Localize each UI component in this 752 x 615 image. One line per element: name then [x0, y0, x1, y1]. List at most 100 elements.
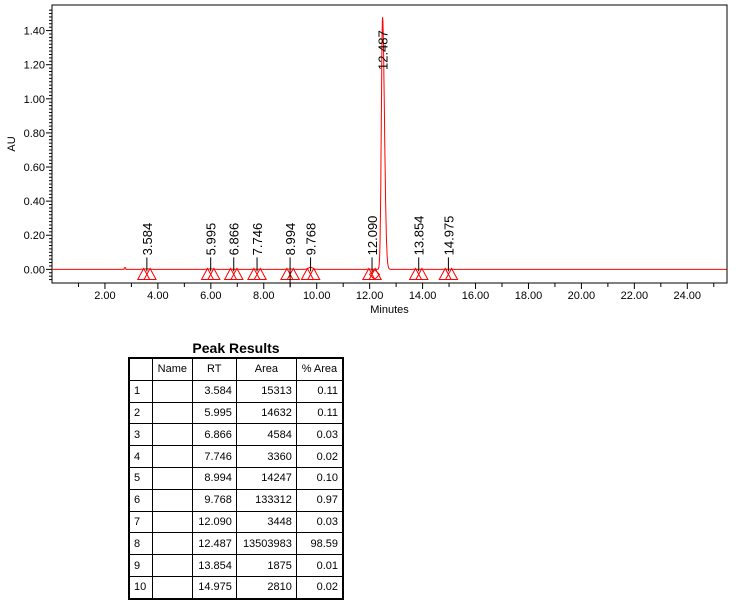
- peak-label: 13.854: [412, 216, 427, 256]
- x-tick-label: 14.00: [409, 290, 437, 302]
- peak-end-marker: [143, 267, 157, 280]
- x-tick-label: 8.00: [253, 290, 274, 302]
- table-header-row: Name RT Area% Area: [128, 357, 344, 381]
- table-cell: 3: [128, 423, 153, 447]
- table-cell: 0.10: [295, 466, 344, 490]
- table-cell: 1875: [235, 554, 297, 577]
- peak-start-marker: [200, 267, 215, 280]
- table-cell: 0.97: [295, 488, 344, 512]
- table-cell: [152, 423, 193, 447]
- column-header: Area: [235, 357, 297, 381]
- table-cell: 133312: [235, 488, 297, 512]
- table-cell: 15313: [235, 379, 297, 403]
- table-cell: 0.11: [295, 401, 344, 425]
- table-cell: 14632: [235, 401, 297, 425]
- table-cell: 2: [128, 401, 153, 425]
- table-cell: 5: [128, 466, 153, 490]
- y-tick-label: 0.00: [24, 264, 45, 276]
- x-tick-label: 22.00: [621, 290, 649, 302]
- table-cell: 98.59: [295, 532, 344, 556]
- table-cell: 3.584: [191, 379, 237, 403]
- table-cell: 3360: [235, 445, 297, 468]
- x-tick-label: 4.00: [147, 290, 168, 302]
- table-cell: 6.866: [191, 423, 237, 447]
- x-tick-label: 20.00: [568, 290, 596, 302]
- table-cell: 14.975: [191, 575, 237, 600]
- table-cell: 7.746: [191, 445, 237, 468]
- table-cell: 6: [128, 488, 153, 512]
- y-tick-label: 1.00: [24, 94, 45, 106]
- peak-label: 5.995: [204, 223, 219, 256]
- table-cell: [152, 445, 193, 468]
- peak-label: 8.994: [283, 223, 298, 256]
- table-cell: 2810: [235, 575, 297, 600]
- table-cell: 0.02: [295, 445, 344, 468]
- y-tick-label: 0.80: [24, 128, 45, 140]
- peak-start-marker: [280, 267, 294, 280]
- table-row: 5 8.994 14247 0.10: [128, 466, 344, 490]
- table-cell: 8: [128, 532, 153, 556]
- peak-label: 14.975: [441, 216, 456, 256]
- peak-end-marker: [207, 267, 221, 280]
- x-tick-label: 6.00: [200, 290, 221, 302]
- x-tick-label: 16.00: [462, 290, 490, 302]
- table-cell: 9.768: [191, 488, 237, 512]
- plot-frame: [51, 4, 728, 284]
- table-cell: 3448: [235, 510, 297, 534]
- y-tick-label: 0.40: [24, 196, 45, 208]
- table-title: Peak Results: [192, 340, 280, 356]
- column-header: % Area: [295, 357, 344, 381]
- table-cell: [152, 532, 193, 556]
- table-cell: [152, 379, 193, 403]
- table-cell: 13503983: [235, 532, 297, 556]
- table-cell: 8.994: [191, 466, 237, 490]
- peak-start-marker: [408, 267, 423, 280]
- peak-label: 12.487: [376, 30, 391, 70]
- table-cell: 0.03: [295, 423, 344, 447]
- table-row: 8 12.487 13503983 98.59: [128, 532, 344, 556]
- column-header: Name: [152, 357, 193, 381]
- table-cell: [152, 401, 193, 425]
- x-tick-label: 10.00: [303, 290, 331, 302]
- peak-label: 9.768: [304, 223, 319, 256]
- table-cell: 5.995: [191, 401, 237, 425]
- table-cell: 13.854: [191, 554, 237, 577]
- table-cell: 4: [128, 445, 153, 468]
- peak-start-marker: [136, 267, 151, 280]
- y-tick-label: 0.20: [24, 230, 45, 242]
- table-row: 3 6.866 4584 0.03: [128, 423, 344, 447]
- table-cell: 0.01: [295, 554, 344, 577]
- table-row: 2 5.995 14632 0.11: [128, 401, 344, 425]
- table-cell: 1: [128, 379, 153, 403]
- table-row: 10 14.975 2810 0.02: [128, 575, 344, 600]
- table-cell: 12.487: [191, 532, 237, 556]
- x-tick-label: 24.00: [674, 290, 702, 302]
- peak-end-marker: [230, 267, 244, 280]
- table-cell: 4584: [235, 423, 297, 447]
- table-cell: 0.11: [295, 379, 344, 403]
- table-row: 6 9.768 133312 0.97: [128, 488, 344, 512]
- table-cell: [152, 575, 193, 600]
- peak-end-marker: [306, 267, 321, 280]
- table-row: 4 7.746 3360 0.02: [128, 445, 344, 468]
- chromatogram-chart: 0.00 0.20 0.40 0.60 0.80 1.00 1.20 1.40 2.00 4.00…: [6, 4, 728, 316]
- table-cell: [152, 554, 193, 577]
- y-tick-label: 1.40: [24, 26, 45, 38]
- table-row: 7 12.090 3448 0.03: [128, 510, 344, 534]
- peak-label: 3.584: [140, 223, 155, 256]
- y-tick-label: 0.60: [24, 162, 45, 174]
- x-tick-label: 2.00: [94, 290, 115, 302]
- peak-start-marker: [300, 267, 315, 280]
- table-row: 9 13.854 1875 0.01: [128, 554, 344, 577]
- peak-start-marker: [223, 267, 238, 280]
- table-cell: 0.02: [295, 575, 344, 600]
- table-cell: [152, 488, 193, 512]
- column-header: [128, 357, 153, 381]
- y-tick-label: 1.20: [24, 60, 45, 72]
- x-axis-label: Minutes: [370, 304, 409, 316]
- peak-end-marker: [415, 267, 429, 280]
- table-cell: 14247: [235, 466, 297, 490]
- peak-label: 6.866: [227, 223, 242, 256]
- peak-end-marker: [444, 267, 459, 280]
- peak-label: 7.746: [250, 223, 265, 256]
